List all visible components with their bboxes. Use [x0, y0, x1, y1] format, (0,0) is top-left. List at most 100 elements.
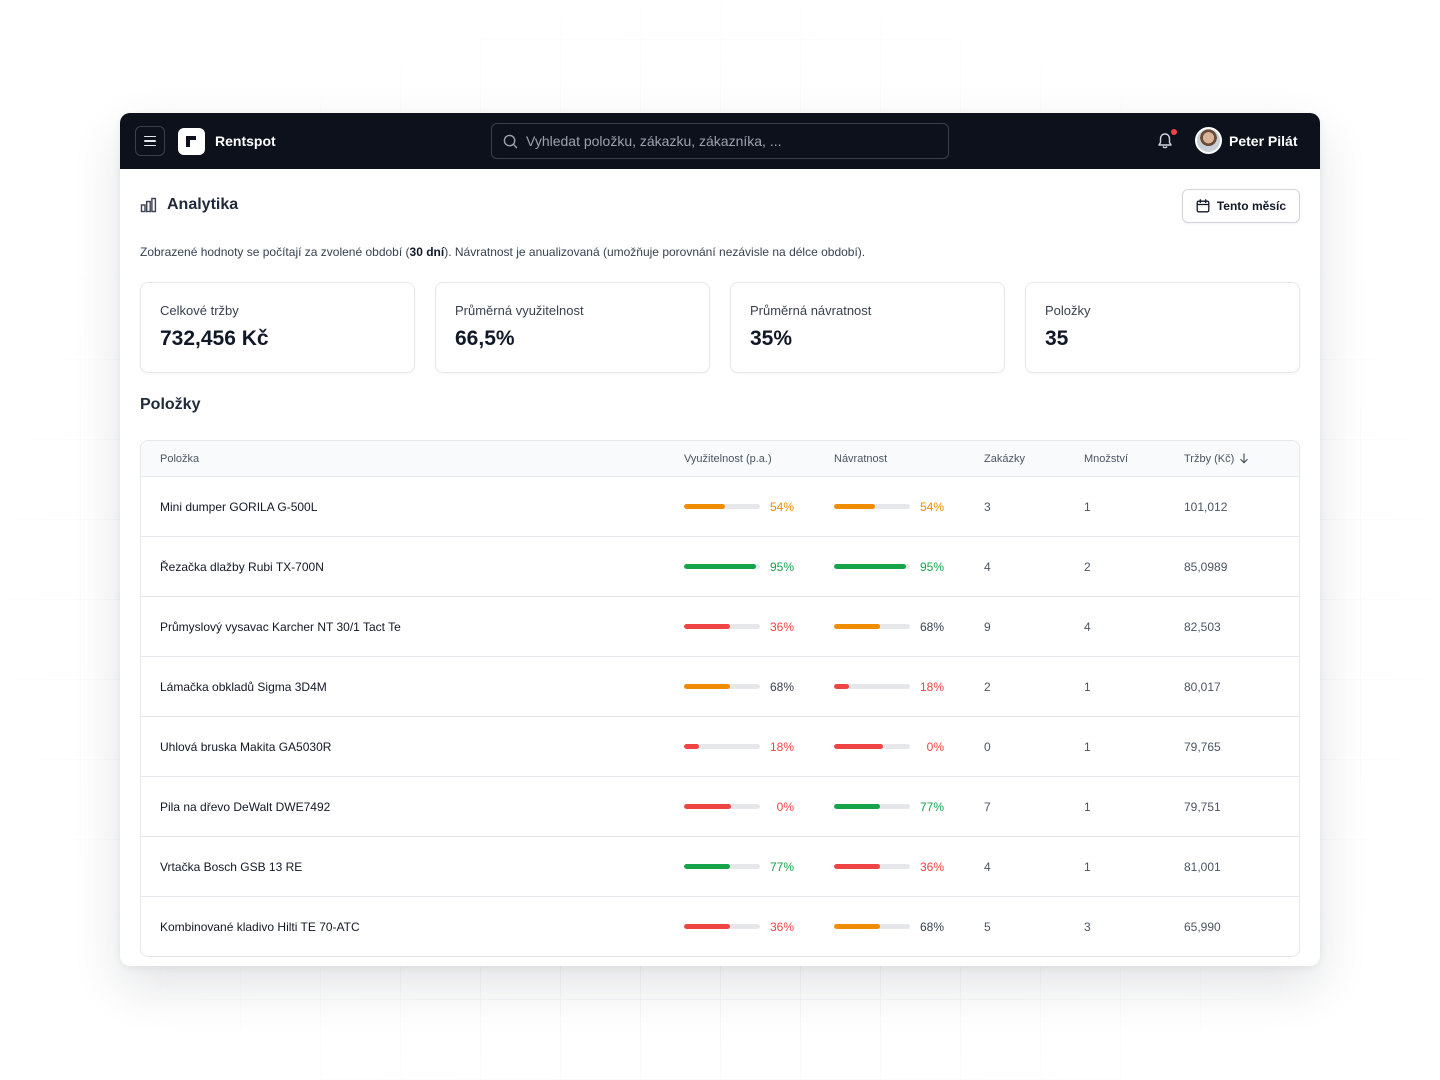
- table-row[interactable]: Vrtačka Bosch GSB 13 RE 77% 36% 4 1 81,001: [141, 836, 1299, 896]
- utilization-value: 95%: [769, 559, 794, 574]
- utilization-bar: [684, 564, 760, 569]
- quantity-value: 1: [1084, 739, 1091, 754]
- return-bar: [834, 864, 910, 869]
- utilization-cell: 68%: [684, 680, 834, 694]
- revenue-value: 85,0989: [1184, 559, 1228, 574]
- utilization-bar: [684, 684, 760, 689]
- table-row[interactable]: Řezačka dlažby Rubi TX-700N 95% 95% 4 2 85,09…: [141, 536, 1299, 596]
- utilization-bar: [684, 924, 760, 929]
- table-row[interactable]: Pila na dřevo DeWalt DWE7492 0% 77% 7 1 79,75…: [141, 776, 1299, 836]
- period-select-button[interactable]: Tento měsíc: [1181, 189, 1300, 223]
- return-cell: 68%: [834, 620, 984, 634]
- search-input[interactable]: [526, 133, 926, 149]
- item-name: Mini dumper GORILA G-500L: [160, 499, 318, 514]
- quantity-value: 1: [1084, 499, 1091, 514]
- kpi-card-revenue: Celkové tržby 732,456 Kč: [140, 282, 415, 373]
- kpi-value: 66,5%: [455, 327, 515, 350]
- column-header-quantity[interactable]: Množství: [1084, 452, 1129, 465]
- table-row[interactable]: Kombinované kladivo Hilti TE 70-ATC 36% 68…: [141, 896, 1299, 956]
- kpi-label: Položky: [1045, 303, 1091, 318]
- table-body: Mini dumper GORILA G-500L 54% 54% 3 1 101,012…: [141, 476, 1299, 956]
- orders-value: 5: [984, 919, 991, 934]
- sort-descending-icon: [1240, 453, 1249, 464]
- utilization-value: 54%: [769, 499, 794, 514]
- return-cell: 54%: [834, 500, 984, 514]
- return-cell: 68%: [834, 920, 984, 934]
- user-menu[interactable]: Peter Pilát: [1195, 127, 1297, 154]
- quantity-value: 1: [1084, 859, 1091, 874]
- return-bar: [834, 504, 910, 509]
- rentspot-logo-icon[interactable]: [178, 127, 205, 155]
- table-row[interactable]: Lámačka obkladů Sigma 3D4M 68% 18% 2 1 80,017: [141, 656, 1299, 716]
- utilization-value: 68%: [769, 679, 794, 694]
- kpi-value: 35: [1045, 327, 1069, 350]
- utilization-cell: 0%: [684, 800, 834, 814]
- calendar-icon: [1196, 199, 1210, 213]
- quantity-value: 1: [1084, 799, 1091, 814]
- orders-value: 7: [984, 799, 991, 814]
- item-name: Uhlová bruska Makita GA5030R: [160, 739, 332, 754]
- utilization-value: 18%: [769, 739, 794, 754]
- bar-chart-icon: [140, 197, 157, 213]
- kpi-label: Celkové tržby: [160, 303, 239, 318]
- table-row[interactable]: Uhlová bruska Makita GA5030R 18% 0% 0 1 79,76…: [141, 716, 1299, 776]
- kpi-value: 732,456 Kč: [160, 327, 269, 350]
- table-row[interactable]: Mini dumper GORILA G-500L 54% 54% 3 1 101,012: [141, 476, 1299, 536]
- revenue-value: 101,012: [1184, 499, 1228, 514]
- quantity-value: 4: [1084, 619, 1091, 634]
- table-header: Položka Využitelnost (p.a.) Návratnost Z…: [141, 441, 1299, 476]
- kpi-value: 35%: [750, 327, 793, 350]
- brand-name: Rentspot: [215, 133, 276, 149]
- notification-dot: [1171, 129, 1177, 135]
- return-value: 54%: [919, 499, 944, 514]
- utilization-cell: 36%: [684, 620, 834, 634]
- utilization-cell: 54%: [684, 500, 834, 514]
- return-value: 68%: [919, 919, 944, 934]
- menu-button[interactable]: [135, 126, 165, 156]
- revenue-value: 81,001: [1184, 859, 1221, 874]
- item-name: Lámačka obkladů Sigma 3D4M: [160, 679, 327, 694]
- return-bar: [834, 804, 910, 809]
- utilization-bar: [684, 864, 760, 869]
- return-value: 18%: [919, 679, 944, 694]
- app-window: Rentspot Peter Pilát Analytika: [120, 113, 1320, 966]
- return-bar: [834, 564, 910, 569]
- main-content: Analytika Tento měsíc Zobrazené hodnoty …: [120, 169, 1320, 957]
- table-row[interactable]: Průmyslový vysavac Karcher NT 30/1 Tact …: [141, 596, 1299, 656]
- return-cell: 36%: [834, 860, 984, 874]
- bell-icon[interactable]: [1156, 132, 1174, 150]
- utilization-value: 36%: [769, 919, 794, 934]
- return-cell: 95%: [834, 560, 984, 574]
- column-header-utilization[interactable]: Využitelnost (p.a.): [684, 452, 772, 465]
- revenue-value: 82,503: [1184, 619, 1221, 634]
- top-navbar: Rentspot Peter Pilát: [120, 113, 1320, 169]
- utilization-cell: 95%: [684, 560, 834, 574]
- return-bar: [834, 684, 910, 689]
- return-value: 0%: [926, 739, 944, 754]
- kpi-card-return: Průměrná návratnost 35%: [730, 282, 1005, 373]
- orders-value: 0: [984, 739, 991, 754]
- column-header-item[interactable]: Položka: [160, 452, 200, 465]
- column-header-return[interactable]: Návratnost: [834, 452, 888, 465]
- return-value: 95%: [919, 559, 944, 574]
- return-value: 36%: [919, 859, 944, 874]
- page-title: Analytika: [167, 196, 239, 213]
- utilization-value: 77%: [769, 859, 794, 874]
- item-name: Kombinované kladivo Hilti TE 70-ATC: [160, 919, 360, 934]
- kpi-cards: Celkové tržby 732,456 Kč Průměrná využit…: [140, 282, 1300, 373]
- page-header: Analytika Tento měsíc: [140, 169, 1300, 241]
- return-bar: [834, 924, 910, 929]
- kpi-label: Průměrná návratnost: [750, 303, 872, 318]
- column-header-orders[interactable]: Zakázky: [984, 452, 1025, 465]
- revenue-value: 80,017: [1184, 679, 1221, 694]
- period-note: Zobrazené hodnoty se počítají za zvolené…: [140, 245, 866, 259]
- return-bar: [834, 744, 910, 749]
- utilization-bar: [684, 504, 760, 509]
- column-header-revenue[interactable]: Tržby (Kč): [1184, 453, 1299, 465]
- utilization-value: 0%: [776, 799, 794, 814]
- return-cell: 18%: [834, 680, 984, 694]
- utilization-value: 36%: [769, 619, 794, 634]
- quantity-value: 2: [1084, 559, 1091, 574]
- orders-value: 2: [984, 679, 991, 694]
- search-bar[interactable]: [491, 123, 949, 159]
